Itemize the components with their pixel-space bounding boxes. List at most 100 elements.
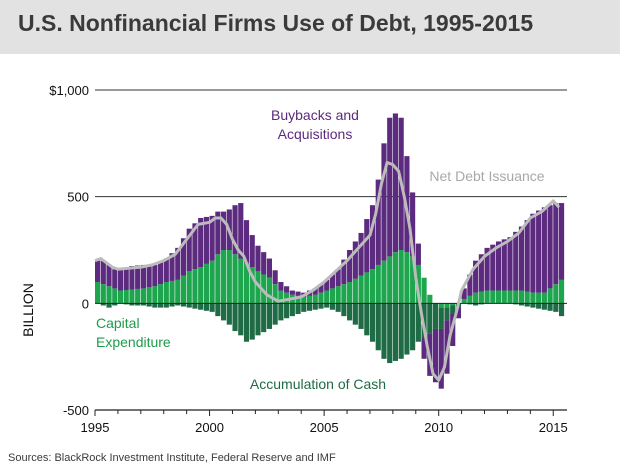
capex-bar xyxy=(106,286,112,304)
cash-bar xyxy=(289,303,295,317)
cash-bar xyxy=(473,303,479,306)
buybacks-bar xyxy=(198,218,204,268)
capex-bar xyxy=(123,290,129,304)
capex-bar xyxy=(421,277,427,304)
buybacks-bar xyxy=(140,264,146,289)
cash-bar xyxy=(146,303,152,307)
y-tick-label: 0 xyxy=(82,296,89,311)
capex-bar xyxy=(100,284,106,304)
capex-bar xyxy=(278,290,284,304)
buybacks-bar xyxy=(392,113,399,253)
cash-bar xyxy=(152,303,158,308)
capex-bar xyxy=(209,260,215,304)
buybacks-bar xyxy=(536,210,542,293)
capex-bar xyxy=(261,274,267,304)
cash-bar xyxy=(238,303,244,336)
cash-bar xyxy=(186,303,192,308)
cash-bar xyxy=(335,303,341,312)
capex-bar xyxy=(347,282,353,304)
cash-bar xyxy=(318,303,324,309)
buybacks-bar xyxy=(289,290,295,295)
capex-bar xyxy=(192,269,198,304)
cash-bar xyxy=(129,303,135,306)
cash-bar xyxy=(100,303,106,306)
cash-bar xyxy=(232,303,238,332)
cash-bar xyxy=(450,305,456,314)
capex-bar xyxy=(158,284,164,304)
capex-bar xyxy=(553,284,559,304)
cash-bar xyxy=(266,303,272,329)
capex-bar xyxy=(524,291,530,304)
capex-bar xyxy=(364,272,370,304)
cash-bar xyxy=(375,303,381,351)
capex-bar xyxy=(221,250,227,304)
buybacks-bar xyxy=(209,215,215,261)
cash-bar xyxy=(467,303,473,305)
buybacks-bar xyxy=(278,282,284,291)
cash-bar xyxy=(203,303,209,311)
cash-bar xyxy=(284,303,290,319)
buybacks-bar xyxy=(524,220,530,292)
capex-bar xyxy=(352,278,358,304)
cash-bar xyxy=(243,303,250,342)
cash-bar xyxy=(135,303,141,306)
annotation-label: Acquisitions xyxy=(278,126,353,142)
cash-bar xyxy=(404,303,410,355)
buybacks-bar xyxy=(180,238,187,276)
capex-bar xyxy=(135,288,141,304)
buybacks-bar xyxy=(249,235,255,268)
x-tick-label: 2015 xyxy=(539,420,568,435)
capex-bar xyxy=(238,258,244,304)
cash-bar xyxy=(192,303,198,309)
capex-bar xyxy=(295,295,301,304)
annotation-label: Net Debt Issuance xyxy=(429,168,544,184)
capex-bar xyxy=(203,263,209,304)
capex-bar xyxy=(152,286,158,304)
capex-bar xyxy=(112,288,118,304)
buybacks-bar xyxy=(369,205,376,270)
buybacks-bar xyxy=(203,216,209,264)
cash-bar xyxy=(410,303,416,351)
capex-bar xyxy=(375,264,381,304)
capex-bar xyxy=(146,287,152,304)
buybacks-bar xyxy=(410,192,416,257)
buybacks-bar xyxy=(415,243,421,265)
capex-bar xyxy=(438,303,444,308)
buybacks-bar xyxy=(358,232,364,276)
buybacks-bar xyxy=(284,286,290,293)
capex-bar xyxy=(444,303,450,308)
buybacks-bar xyxy=(530,213,536,293)
buybacks-bar xyxy=(547,205,553,289)
buybacks-bar xyxy=(324,279,330,291)
cash-bar xyxy=(381,303,387,359)
capex-bar xyxy=(484,290,490,304)
cash-bar xyxy=(352,303,358,325)
buybacks-bar xyxy=(169,253,175,281)
cash-bar xyxy=(261,303,267,333)
buybacks-bar xyxy=(329,274,336,289)
buybacks-bar xyxy=(455,307,462,319)
capex-bar xyxy=(513,290,519,304)
buybacks-bar xyxy=(558,203,565,280)
annotation-label: Expenditure xyxy=(96,334,171,350)
capex-bar xyxy=(255,271,261,304)
buybacks-bar xyxy=(484,247,490,291)
buybacks-bar xyxy=(152,264,158,287)
cash-bar xyxy=(278,303,284,321)
capex-bar xyxy=(541,292,547,304)
cash-bar xyxy=(329,303,336,310)
capex-bar xyxy=(478,291,484,304)
cash-bar xyxy=(547,303,553,311)
cash-bar xyxy=(553,303,559,312)
y-axis-title: BILLION xyxy=(20,283,36,337)
capex-bar xyxy=(186,271,192,304)
cash-bar xyxy=(347,303,353,321)
capex-bar xyxy=(272,284,278,304)
capex-bar xyxy=(318,292,324,304)
capex-bar xyxy=(410,256,416,304)
buybacks-bar xyxy=(553,203,559,285)
capex-bar xyxy=(226,250,232,304)
capex-bar xyxy=(398,250,404,304)
capex-bar xyxy=(369,269,376,304)
buybacks-bar xyxy=(478,254,484,292)
